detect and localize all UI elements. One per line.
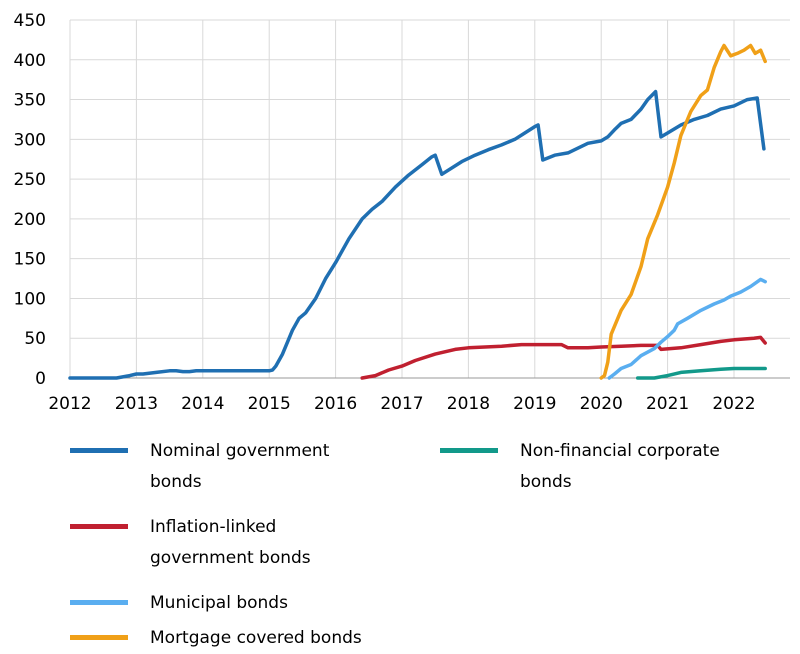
x-tick-label: 2017 <box>380 394 423 414</box>
x-tick-label: 2015 <box>248 394 291 414</box>
y-tick-label: 150 <box>14 250 46 270</box>
series-line-non-financial-corporate-bonds <box>635 366 767 380</box>
x-tick-label: 2020 <box>580 394 623 414</box>
grid <box>69 19 790 378</box>
legend-label-nonfin-line1: Non-financial corporate <box>520 441 720 461</box>
y-tick-label: 400 <box>14 51 46 71</box>
legend-swatch-nominal <box>70 448 128 453</box>
legend-label-nominal: Nominal government bonds <box>150 436 329 498</box>
legend-label-municipal: Municipal bonds <box>150 593 288 613</box>
x-tick-label: 2018 <box>447 394 490 414</box>
legend-label-nonfin-line2: bonds <box>520 472 572 492</box>
legend-label-nonfin: Non-financial corporate bonds <box>520 436 720 498</box>
legend-label-nominal-line2: bonds <box>150 472 202 492</box>
series-line-inflation-linked-government-bonds <box>360 335 767 380</box>
x-tick-label: 2013 <box>115 394 158 414</box>
y-tick-label: 50 <box>24 329 46 349</box>
legend-label-nominal-line1: Nominal government <box>150 441 330 461</box>
legend-item-non-financial-corporate-bonds: Non-financial corporate bonds <box>440 436 720 498</box>
legend-item-nominal-government-bonds: Nominal government bonds <box>70 436 329 498</box>
x-tick-label: 2019 <box>513 394 556 414</box>
legend-label-inflation: Inflation-linked government bonds <box>150 512 311 574</box>
x-tick-label: 2022 <box>712 394 755 414</box>
y-tick-label: 450 <box>14 11 46 31</box>
series-line-mortgage-covered-bonds <box>599 43 767 380</box>
x-tick-label: 2014 <box>181 394 224 414</box>
legend-swatch-municipal <box>70 600 128 605</box>
legend: Nominal government bonds Non-financial c… <box>0 430 800 653</box>
x-tick-label: 2012 <box>48 394 91 414</box>
series-line-municipal-bonds <box>607 277 767 380</box>
legend-label-mortgage: Mortgage covered bonds <box>150 628 362 648</box>
legend-swatch-inflation <box>70 524 128 529</box>
x-tick-label: 2016 <box>314 394 357 414</box>
y-tick-label: 300 <box>14 130 46 150</box>
legend-swatch-mortgage <box>70 635 128 640</box>
line-chart: 0 50 100 150 200 250 300 350 400 450 2012 2013 2014… <box>14 11 790 414</box>
legend-item-mortgage-covered-bonds: Mortgage covered bonds <box>70 623 362 654</box>
legend-label-inflation-line1: Inflation-linked <box>150 517 277 537</box>
series-line-nominal-government-bonds <box>68 89 766 380</box>
legend-label-inflation-line2: government bonds <box>150 548 311 568</box>
y-tick-label: 200 <box>14 210 46 230</box>
y-tick-label: 100 <box>14 289 46 309</box>
y-tick-label: 250 <box>14 170 46 190</box>
x-axis-tick-labels: 2012 2013 2014 2015 2016 2017 2018 2019 2020 2021… <box>48 394 755 414</box>
x-tick-label: 2021 <box>646 394 689 414</box>
y-axis-tick-labels: 0 50 100 150 200 250 300 350 400 450 <box>14 11 46 389</box>
legend-swatch-nonfin <box>440 448 498 453</box>
legend-item-inflation-linked-government-bonds: Inflation-linked government bonds <box>70 512 311 574</box>
y-tick-label: 350 <box>14 91 46 111</box>
series-layer <box>68 43 767 380</box>
y-tick-label: 0 <box>35 369 46 389</box>
legend-item-municipal-bonds: Municipal bonds <box>70 588 288 619</box>
